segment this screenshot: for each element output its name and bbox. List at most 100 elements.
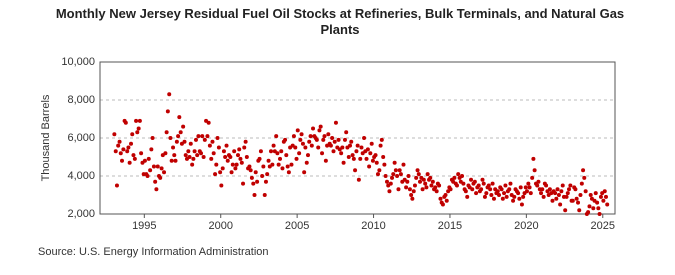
point xyxy=(270,162,275,167)
point xyxy=(489,193,494,197)
point xyxy=(579,181,584,186)
point xyxy=(586,210,591,215)
point xyxy=(336,137,341,142)
point xyxy=(601,198,606,203)
point xyxy=(276,162,281,167)
point xyxy=(421,177,426,182)
point xyxy=(196,134,201,139)
point xyxy=(499,187,504,192)
point xyxy=(527,185,532,190)
point xyxy=(149,147,154,152)
point xyxy=(349,139,354,144)
point xyxy=(429,183,434,188)
point xyxy=(303,145,308,150)
point xyxy=(582,175,587,180)
point xyxy=(369,141,374,146)
point xyxy=(339,151,344,156)
point xyxy=(353,168,358,173)
point xyxy=(560,183,565,188)
point xyxy=(482,194,487,199)
point xyxy=(424,185,429,190)
point xyxy=(190,162,195,167)
point xyxy=(258,149,263,154)
point xyxy=(260,174,265,178)
point xyxy=(388,181,393,186)
point xyxy=(348,143,353,148)
point xyxy=(588,193,593,197)
point xyxy=(358,156,363,161)
point xyxy=(554,196,559,201)
point xyxy=(269,149,274,154)
point xyxy=(159,166,164,171)
point xyxy=(201,155,206,159)
point xyxy=(370,158,375,163)
point xyxy=(286,170,291,175)
point xyxy=(597,212,602,216)
point xyxy=(474,191,479,196)
point xyxy=(121,147,126,152)
point xyxy=(563,208,568,213)
point xyxy=(113,149,118,154)
x-tick-label: 2000 xyxy=(208,220,232,232)
point xyxy=(188,141,193,146)
point xyxy=(544,183,549,188)
x-tick-label: 2010 xyxy=(361,220,385,232)
point xyxy=(355,143,360,148)
point xyxy=(241,181,246,186)
point xyxy=(382,162,387,167)
point xyxy=(210,139,215,144)
point xyxy=(440,202,445,207)
point xyxy=(317,128,322,133)
point xyxy=(300,141,305,146)
point xyxy=(243,139,248,144)
point xyxy=(123,120,128,125)
point xyxy=(135,130,140,135)
point xyxy=(299,132,304,137)
point xyxy=(540,187,545,192)
point xyxy=(583,189,588,194)
point xyxy=(568,183,573,188)
point xyxy=(311,126,316,131)
point xyxy=(278,156,283,161)
point xyxy=(142,158,147,163)
point xyxy=(365,147,370,152)
point xyxy=(375,172,380,177)
point xyxy=(214,162,219,167)
point xyxy=(379,137,384,142)
point xyxy=(416,172,421,177)
point xyxy=(154,187,159,192)
point xyxy=(195,153,200,158)
point xyxy=(495,189,500,194)
point xyxy=(512,194,517,199)
point xyxy=(181,124,186,129)
point xyxy=(134,118,139,123)
point xyxy=(567,187,572,192)
point xyxy=(593,191,598,196)
point xyxy=(193,137,198,142)
point xyxy=(283,137,288,142)
point xyxy=(511,198,516,203)
point xyxy=(518,185,523,190)
point xyxy=(573,187,578,192)
y-tick-label: 2,000 xyxy=(67,208,95,220)
point xyxy=(136,126,141,131)
point xyxy=(342,137,347,142)
point xyxy=(280,166,285,171)
point xyxy=(314,137,319,142)
point xyxy=(486,183,491,188)
point xyxy=(598,194,603,199)
point xyxy=(328,143,333,148)
point xyxy=(224,143,229,148)
point xyxy=(430,179,435,184)
point xyxy=(346,155,351,159)
point xyxy=(410,196,415,201)
point xyxy=(285,164,290,169)
point xyxy=(433,185,438,190)
point xyxy=(418,179,423,184)
point xyxy=(168,136,173,140)
point xyxy=(476,183,481,188)
point xyxy=(253,170,258,175)
point xyxy=(596,206,601,211)
point xyxy=(547,187,552,192)
